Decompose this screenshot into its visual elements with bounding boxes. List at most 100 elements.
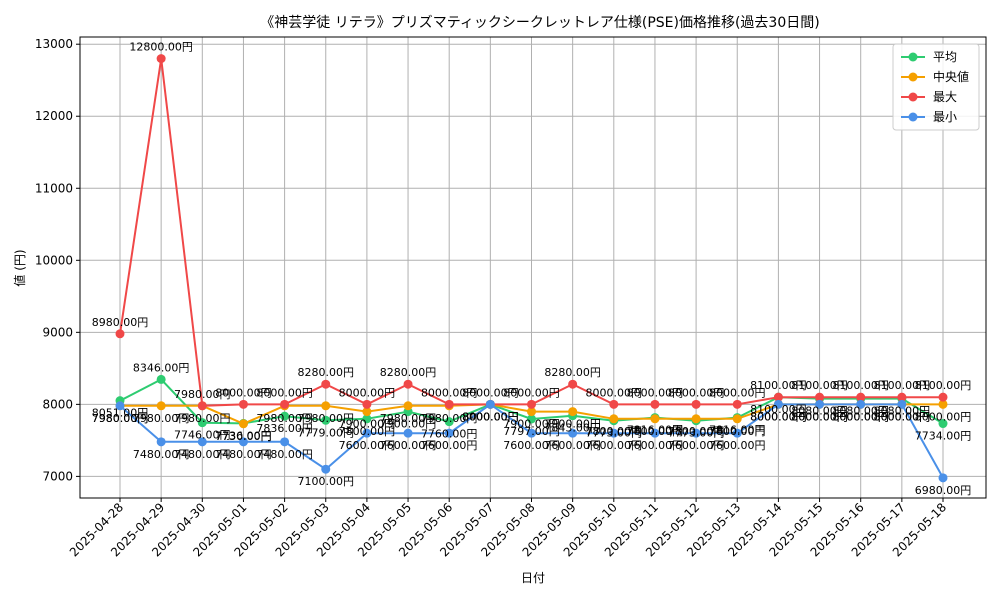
data-label: 8100.00円: [750, 403, 807, 416]
legend-label: 平均: [933, 50, 957, 64]
data-point: [527, 407, 536, 417]
data-point: [156, 437, 166, 447]
data-label: 7800.00円: [709, 425, 766, 438]
series-2: [115, 54, 948, 411]
data-label: 8000.00円: [215, 386, 272, 399]
data-label: 8980.00円: [92, 316, 149, 329]
data-point: [938, 473, 948, 483]
data-point: [568, 379, 578, 389]
y-tick-label: 7000: [42, 469, 73, 483]
data-label: 7600.00円: [503, 439, 560, 452]
y-tick-label: 10000: [35, 253, 73, 267]
data-label: 7980.00円: [174, 388, 231, 401]
chart-title: 《神芸学徒 リテラ》プリズマティックシークレットレア仕様(PSE)価格推移(過去…: [260, 15, 819, 31]
legend-item: 最小: [901, 110, 957, 124]
data-point: [897, 399, 907, 409]
legend-item: 中央値: [901, 69, 969, 84]
data-label: 7980.00円: [298, 412, 355, 425]
data-label: 8346.00円: [133, 361, 190, 374]
data-label: 8000.00円: [874, 410, 931, 423]
data-label: 8000.00円: [750, 410, 807, 423]
data-label: 8100.00円: [874, 379, 931, 392]
data-point: [403, 401, 413, 411]
data-point: [938, 399, 948, 409]
y-tick-label: 12000: [35, 109, 73, 123]
data-label: 7980.00円: [256, 412, 313, 425]
data-label: 6980.00円: [915, 484, 972, 497]
data-point: [568, 428, 578, 438]
data-point: [280, 411, 290, 421]
data-point: [527, 428, 536, 438]
data-label: 7980.00円: [92, 412, 149, 425]
data-label: 8000.00円: [586, 386, 643, 399]
data-point: [197, 437, 207, 447]
x-axis-title: 日付: [521, 571, 545, 585]
data-label: 7900.00円: [339, 418, 396, 431]
data-point: [403, 379, 413, 389]
data-label: 7736.00円: [215, 429, 272, 442]
y-axis-title: 値 (円): [12, 249, 27, 286]
data-label: 7980.00円: [421, 412, 478, 425]
data-point: [444, 428, 454, 438]
legend-item: 最大: [901, 90, 957, 104]
data-point: [609, 428, 619, 438]
data-label: 7600.00円: [709, 439, 766, 452]
data-point: [115, 329, 125, 339]
data-point: [280, 399, 290, 409]
y-tick-label: 9000: [42, 325, 73, 339]
data-point: [773, 392, 783, 402]
data-point: [732, 399, 742, 409]
data-label: 8000.00円: [791, 410, 848, 423]
data-point: [938, 419, 948, 429]
data-label: 8280.00円: [298, 366, 355, 379]
data-point: [197, 418, 207, 428]
data-label: 7900.00円: [503, 418, 560, 431]
data-label: 8000.00円: [339, 386, 396, 399]
data-point: [650, 399, 660, 409]
data-point: [238, 419, 248, 429]
data-point: [321, 401, 331, 411]
y-tick-label: 8000: [42, 397, 73, 411]
data-label: 8000.00円: [915, 410, 972, 423]
data-label: 8000.00円: [874, 410, 931, 423]
data-label: 8280.00円: [544, 366, 601, 379]
data-point: [527, 414, 536, 424]
data-label: 8051.00円: [92, 407, 149, 420]
data-label: 8000.00円: [462, 410, 519, 423]
data-label: 7480.00円: [174, 448, 231, 461]
data-label: 7980.00円: [174, 412, 231, 425]
data-point: [609, 399, 619, 409]
data-point: [815, 399, 825, 409]
data-point: [321, 464, 331, 474]
data-label: 7800.00円: [339, 425, 396, 438]
data-label: 7600.00円: [586, 439, 643, 452]
data-label: 7779.00円: [298, 426, 355, 439]
data-label: 7480.00円: [256, 448, 313, 461]
data-label: 8000.00円: [832, 410, 889, 423]
data-point: [362, 399, 372, 409]
data-point: [856, 399, 866, 409]
data-label: 7100.00円: [298, 475, 355, 488]
data-label: 8000.00円: [421, 386, 478, 399]
data-point: [897, 392, 907, 402]
data-point: [403, 428, 413, 438]
data-label: 7600.00円: [421, 439, 478, 452]
data-point: [691, 399, 701, 409]
data-label: 8000.00円: [750, 410, 807, 423]
data-label: 7760.00円: [421, 428, 478, 441]
data-label: 12800.00円: [129, 41, 193, 54]
data-point: [238, 399, 248, 409]
data-label: 8000.00円: [627, 386, 684, 399]
legend-label: 最小: [933, 110, 957, 124]
data-label: 7980.00円: [380, 412, 437, 425]
axes: 700080009000100001100012000130002025-04-…: [35, 37, 949, 559]
data-point: [362, 428, 372, 438]
series-3: [115, 399, 948, 483]
data-label: 7773.00円: [668, 427, 725, 440]
data-label: 7746.00円: [174, 429, 231, 442]
data-point: [732, 428, 742, 438]
data-labels: 8051.00円 8346.00円 7746.00円7736.00円7836.00円…: [92, 41, 972, 497]
data-point: [321, 379, 331, 389]
data-label: 7800.00円: [627, 425, 684, 438]
